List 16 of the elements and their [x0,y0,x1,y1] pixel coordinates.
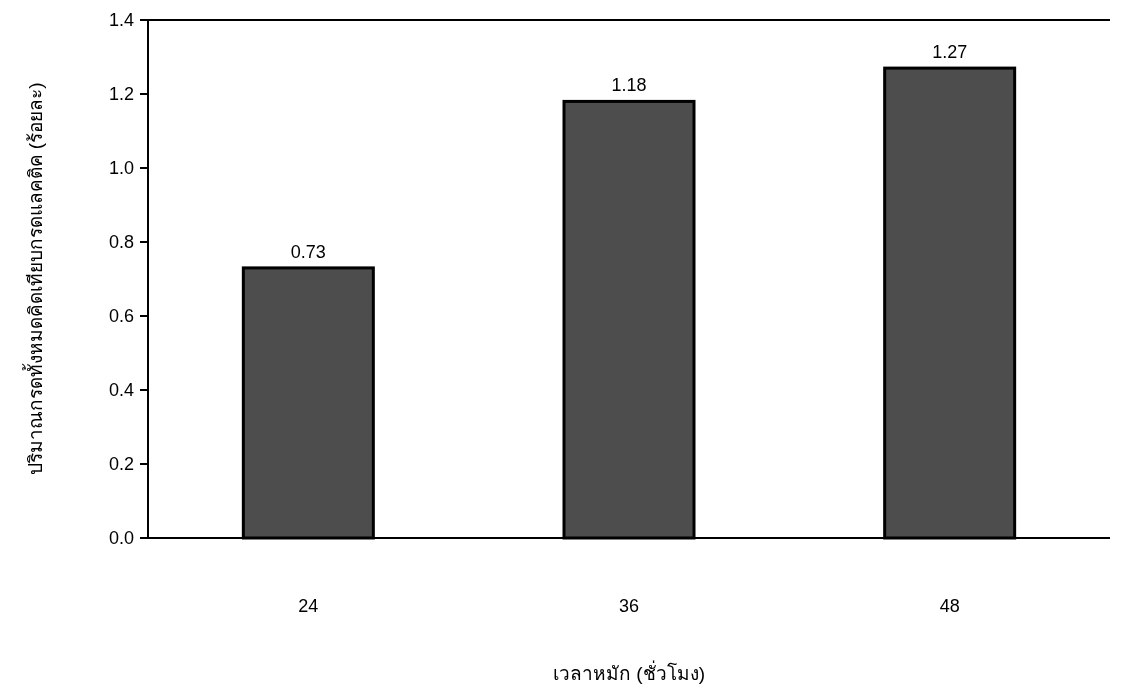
x-tick-label: 48 [939,596,960,616]
data-label: 1.18 [611,75,647,96]
y-tick-label: 0.0 [108,528,134,548]
data-label: 1.27 [932,42,968,63]
x-tick-label: 36 [618,596,640,616]
y-tick-label: 1.0 [108,158,134,178]
x-tick-label: 24 [298,596,319,616]
y-tick-label: 0.4 [108,380,134,400]
y-tick-label: 1.4 [108,10,134,30]
data-label: 0.73 [290,241,326,262]
y-axis-title: ปริมาณกรดทั้งหมดคิดเทียบกรดแลคติค (ร้อยละ) [22,82,46,476]
x-axis-title: เวลาหมัก (ชั่วโมง) [553,660,705,684]
y-tick-label: 1.2 [108,84,134,104]
y-tick-label: 0.8 [108,232,134,252]
y-tick-label: 0.2 [108,454,134,474]
y-tick-label: 0.6 [108,306,134,326]
